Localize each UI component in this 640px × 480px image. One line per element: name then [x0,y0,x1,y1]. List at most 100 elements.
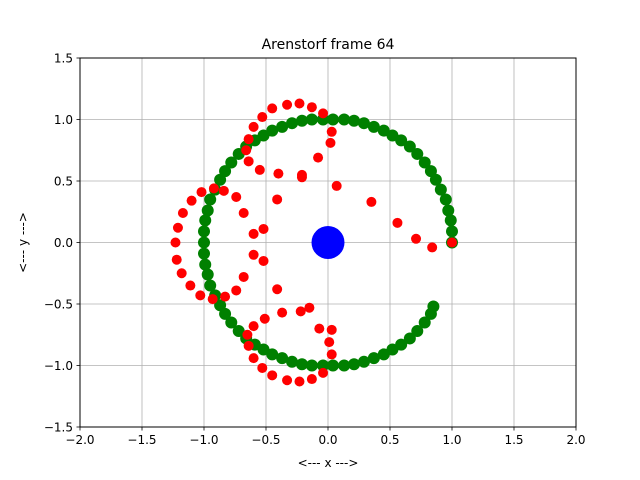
y-tick-label: 1.0 [54,113,73,127]
orbit-point [201,204,214,217]
x-tick-label: 1.5 [504,433,523,447]
orbit-point [367,352,380,365]
orbit-point [276,352,289,365]
trajectory-point [241,145,252,156]
trajectory-point [196,187,207,198]
trajectory-point [318,367,329,378]
orbit-point [326,359,339,372]
trajectory-point [231,191,242,202]
orbit-point [395,338,408,351]
trajectory-point [326,349,337,360]
orbit-point [295,114,308,127]
trajectory-point [207,294,218,305]
trajectory-point [272,284,283,295]
trajectory-point [326,126,337,137]
orbit-point [434,183,447,196]
trajectory-point [243,156,254,167]
plot-marks [170,98,458,387]
orbit-point [411,147,424,160]
orbit-point [286,117,299,130]
trajectory-point [366,196,377,207]
chart-title: Arenstorf frame 64 [262,37,395,53]
x-tick-label: −1.0 [189,433,218,447]
trajectory-point [195,290,206,301]
trajectory-point [186,195,197,206]
trajectory-point [238,207,249,218]
orbit-point [198,225,210,238]
trajectory-point [254,164,265,175]
trajectory-point [259,313,270,324]
trajectory-point [314,323,325,334]
trajectory-point [273,168,284,179]
orbit-point [198,236,210,249]
y-tick-label: 0.5 [54,175,73,189]
trajectory-point [258,223,269,234]
y-tick-label: −0.5 [44,298,73,312]
orbit-point [439,193,452,206]
trajectory-point [267,103,278,114]
trajectory-point [248,249,259,260]
orbit-point [286,355,299,368]
trajectory-point [238,271,249,282]
orbit-point [403,140,416,153]
trajectory-point [170,237,181,248]
trajectory-point [176,268,187,279]
x-tick-label: 2.0 [566,433,585,447]
orbit-point [214,173,227,186]
orbit-point [199,214,212,227]
orbit-point [266,348,279,361]
orbit-point [424,165,437,178]
orbit-point [201,268,214,281]
trajectory-point [243,340,254,351]
y-axis-label: <--- y ---> [16,212,30,273]
trajectory-point [282,375,293,386]
trajectory-point [185,280,196,291]
orbit-point [204,193,217,206]
trajectory-point [257,112,268,123]
trajectory-point [242,329,253,340]
trajectory-point [306,102,317,113]
trajectory-point [258,255,269,266]
y-tick-label: 0.0 [54,236,73,250]
central-body-point [311,226,345,259]
y-tick-label: −1.5 [44,421,73,435]
trajectory-point [313,152,324,163]
trajectory-point [295,306,306,317]
orbit-point [317,359,330,372]
trajectory-point [326,324,337,335]
trajectory-point [294,98,305,109]
trajectory-point [318,108,329,119]
trajectory-point [248,228,259,239]
trajectory-point [231,285,242,296]
orbit-point [348,114,361,127]
orbit-point [204,279,217,292]
orbit-point [199,258,212,271]
trajectory-point [172,222,183,233]
y-tick-label: 1.5 [54,52,73,66]
orbit-point [338,359,351,372]
orbit-point [219,307,232,320]
orbit-point [305,359,318,372]
orbit-point [225,156,238,169]
trajectory-point [447,237,457,248]
trajectory-point [257,362,268,373]
orbit-point [418,316,431,329]
trajectory-point [248,321,259,332]
orbit-point [305,113,318,126]
trajectory-point [282,99,293,110]
orbit-point [357,355,370,368]
orbit-point [295,358,308,371]
orbit-point [367,120,380,133]
x-tick-label: 0.0 [318,433,337,447]
trajectory-point [324,337,335,348]
trajectory-point [171,254,182,265]
orbit-point [446,225,458,238]
trajectory-point [272,194,283,205]
trajectory-point [277,307,288,318]
trajectory-point [306,374,317,385]
y-tick-label: −1.0 [44,359,73,373]
x-tick-label: 1.0 [442,433,461,447]
trajectory-point [248,353,259,364]
trajectory-point [177,207,188,218]
